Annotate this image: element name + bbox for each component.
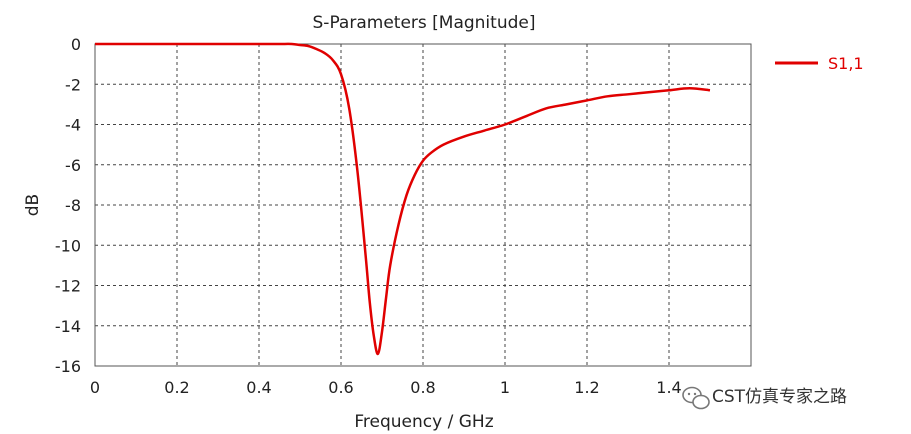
series-layer — [94, 42, 711, 356]
x-tick-label: 1 — [500, 378, 510, 397]
y-tick-label: -8 — [65, 196, 81, 215]
plot-area — [94, 43, 752, 367]
watermark-text: CST仿真专家之路 — [712, 387, 847, 407]
x-tick-label: 0.2 — [164, 378, 189, 397]
wechat-icon — [682, 386, 710, 410]
x-axis-label: Frequency / GHz — [354, 412, 493, 432]
legend-label-s11: S1,1 — [828, 54, 864, 73]
x-tick-label: 0.4 — [246, 378, 271, 397]
watermark: CST仿真专家之路 — [682, 386, 847, 410]
chart-title: S-Parameters [Magnitude] — [313, 13, 536, 33]
x-tick-label: 1.4 — [656, 378, 681, 397]
y-tick-label: -10 — [55, 236, 81, 255]
y-tick-label: -6 — [65, 156, 81, 175]
y-tick-label: -16 — [55, 357, 81, 376]
legend: S1,1 — [775, 54, 864, 73]
y-tick-label: 0 — [71, 35, 81, 54]
x-tick-label: 0 — [90, 378, 100, 397]
y-tick-labels: 0 -2 -4 -6 -8 -10 -12 -14 -16 — [55, 35, 81, 376]
y-tick-label: -12 — [55, 277, 81, 296]
x-tick-label: 1.2 — [574, 378, 599, 397]
x-tick-label: 0.8 — [410, 378, 435, 397]
y-tick-label: -2 — [65, 75, 81, 94]
y-axis-label: dB — [23, 194, 43, 216]
series-line-s11 — [94, 42, 711, 356]
x-tick-labels: 0 0.2 0.4 0.6 0.8 1 1.2 1.4 — [90, 378, 682, 397]
x-tick-label: 0.6 — [328, 378, 353, 397]
y-tick-label: -4 — [65, 116, 81, 135]
y-tick-label: -14 — [55, 317, 81, 336]
